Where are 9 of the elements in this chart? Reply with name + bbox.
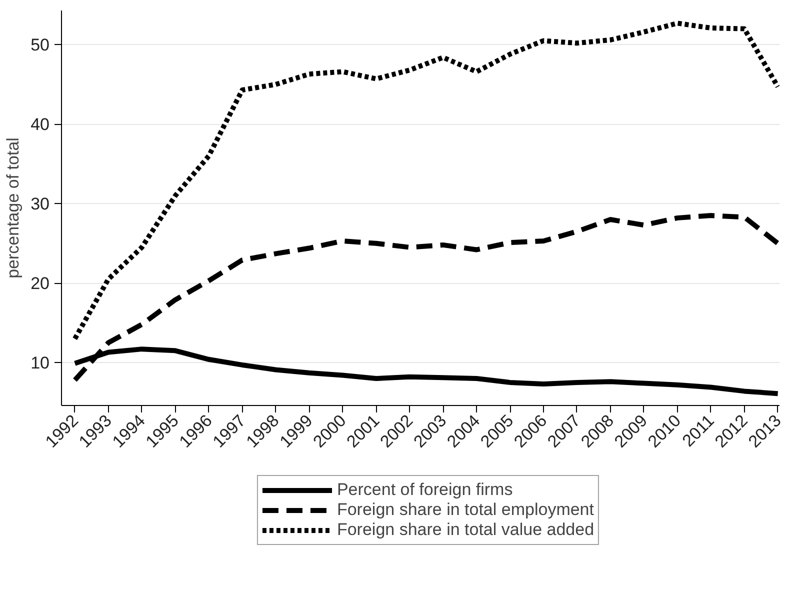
y-tick-label: 20 (30, 274, 50, 294)
legend-label: Foreign share in total value added (336, 520, 594, 540)
y-axis-title: percentage of total (4, 138, 23, 278)
y-tick-label: 30 (30, 194, 50, 214)
y-tick-label: 50 (30, 36, 50, 55)
y-tick-label: 10 (30, 354, 50, 373)
legend-label: Percent of foreign firms (336, 480, 513, 500)
legend-label: Foreign share in total employment (336, 500, 594, 520)
y-tick-label: 40 (30, 115, 50, 134)
